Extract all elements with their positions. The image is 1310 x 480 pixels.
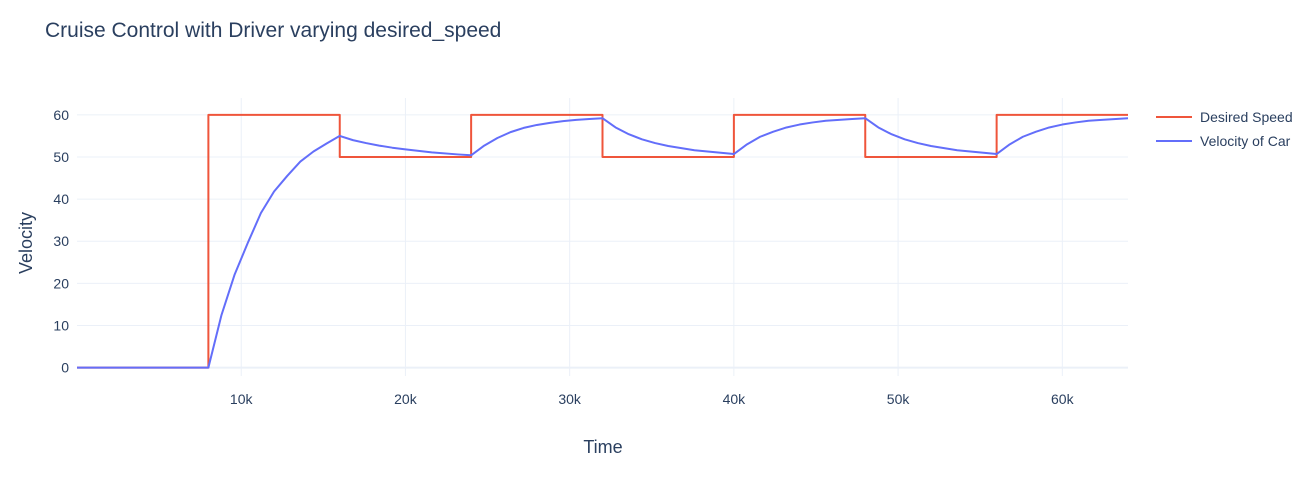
x-axis-title: Time: [583, 437, 622, 457]
x-tick-label: 30k: [558, 391, 582, 407]
x-axis-ticks: 10k 20k 30k 40k 50k 60k: [230, 391, 1075, 407]
y-tick-label: 50: [53, 149, 69, 165]
y-tick-label: 0: [61, 360, 69, 376]
x-tick-label: 60k: [1051, 391, 1075, 407]
legend[interactable]: Desired Speed Velocity of Car: [1156, 109, 1293, 149]
y-axis-ticks: 0 10 20 30 40 50 60: [53, 107, 69, 376]
y-tick-label: 10: [53, 317, 69, 333]
series-line-2: [77, 117, 1129, 369]
x-tick-label: 40k: [723, 391, 747, 407]
chart-title: Cruise Control with Driver varying desir…: [45, 19, 501, 42]
x-tick-label: 50k: [887, 391, 911, 407]
series-line-1: [77, 113, 1128, 369]
legend-item[interactable]: Desired Speed: [1156, 109, 1293, 125]
y-tick-label: 20: [53, 275, 69, 291]
legend-label: Velocity of Car: [1200, 133, 1291, 149]
y-tick-label: 40: [53, 191, 69, 207]
y-tick-label: 60: [53, 107, 69, 123]
x-tick-label: 10k: [230, 391, 254, 407]
plot-area: [77, 113, 1129, 369]
legend-item[interactable]: Velocity of Car: [1156, 133, 1291, 149]
legend-label: Desired Speed: [1200, 109, 1293, 125]
y-axis-title: Velocity: [16, 212, 36, 274]
y-tick-label: 30: [53, 233, 69, 249]
x-tick-label: 20k: [394, 391, 418, 407]
